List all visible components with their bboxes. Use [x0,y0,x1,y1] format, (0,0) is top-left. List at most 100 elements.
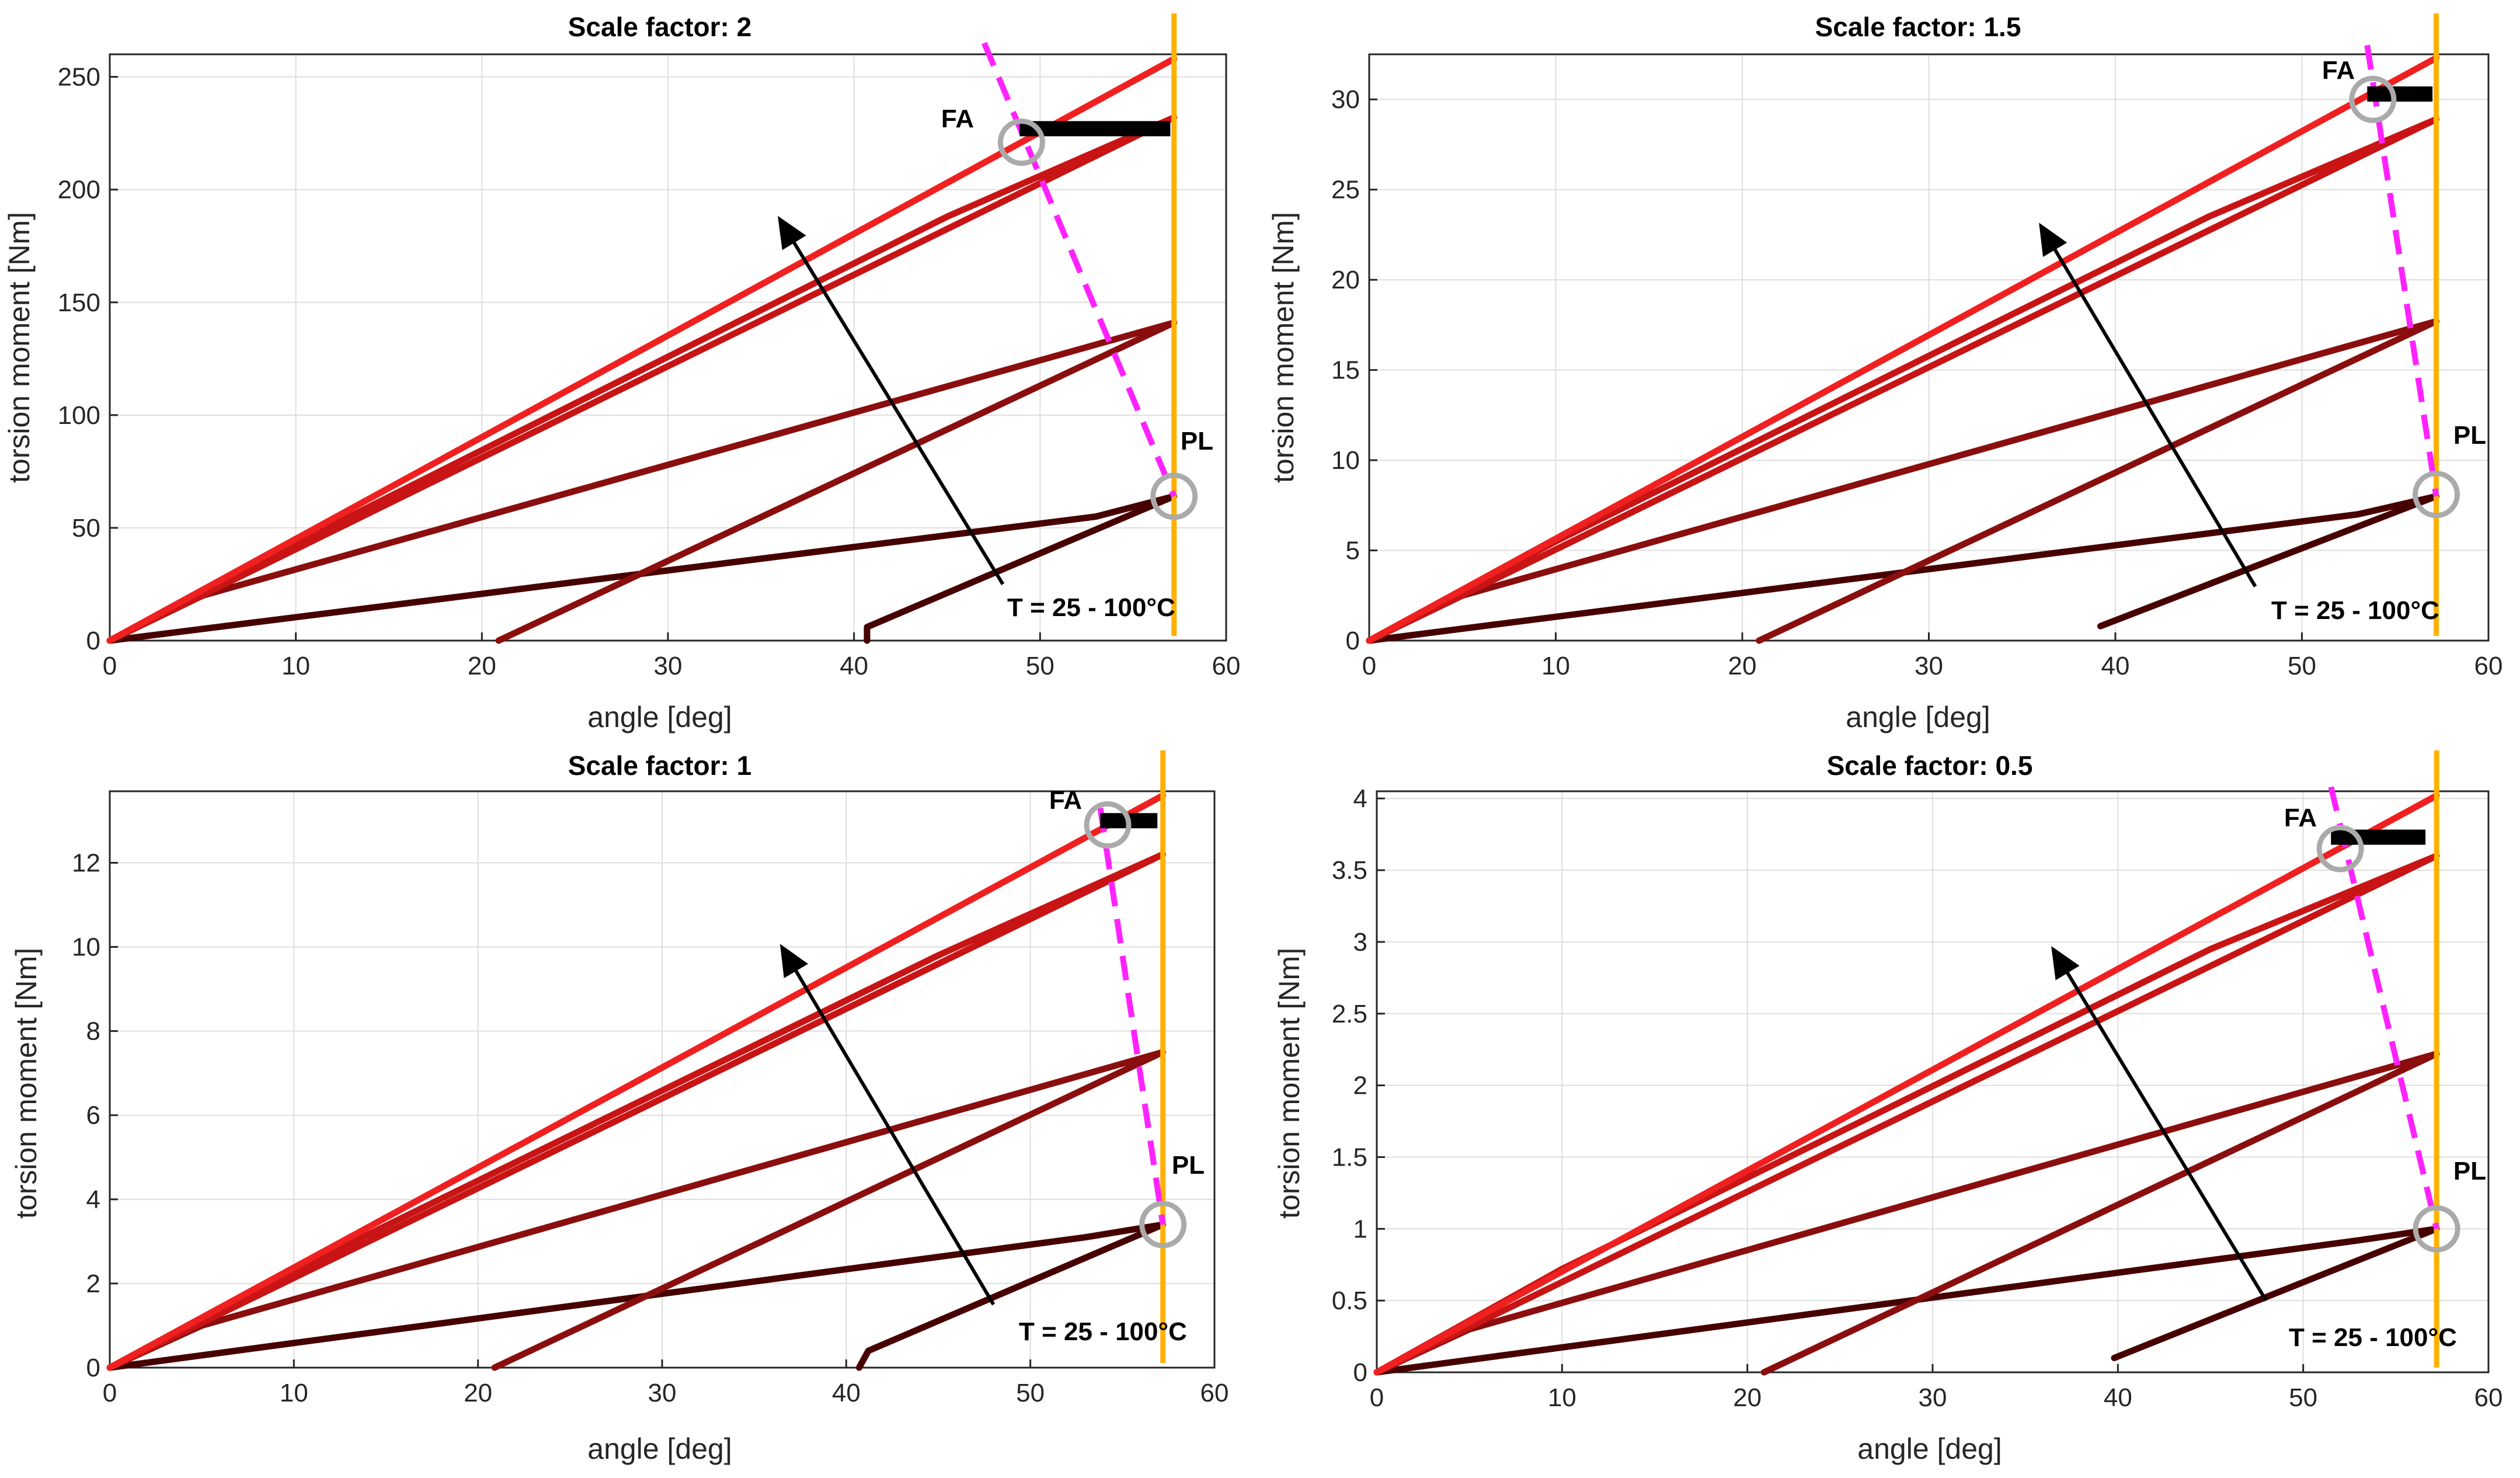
fa-marker [2316,825,2364,872]
x-tick-label: 10 [280,1379,308,1407]
y-axis-label: torsion moment [Nm] [3,212,36,483]
fa-pl-dashed-line [2328,786,2440,1230]
y-tick-label: 25 [1331,176,1360,204]
x-tick-label: 40 [832,1379,861,1407]
y-tick-label: 2 [1353,1072,1367,1100]
x-tick-label: 30 [1919,1383,1947,1412]
temperature-arrow [2039,222,2257,587]
pl-label: PL [1172,1151,1205,1180]
y-tick-label: 0 [1353,1358,1367,1387]
x-tick-label: 20 [464,1379,492,1407]
y-tick-label: 50 [72,514,100,542]
plot-area: 0 10 20 30 40 50 60 0 0.5 1 1.5 2 2.5 3 3.5 4 [1332,750,2502,1412]
y-tick-label: 10 [72,933,100,962]
x-tick-label: 50 [1016,1379,1045,1407]
x-tick-label: 60 [1212,652,1241,680]
x-tick-label: 30 [1915,652,1943,680]
x-tick-label: 30 [654,652,683,680]
y-tick-label: 2.5 [1332,1000,1367,1028]
x-tick-label: 40 [2104,1383,2132,1412]
x-tick-label: 50 [2289,1383,2317,1412]
axes-frame [109,790,1216,1369]
y-tick-label: 1.5 [1332,1143,1367,1171]
series-line-t4 [1366,493,2440,644]
x-tick-label: 0 [103,1379,117,1407]
temperature-label: T = 25 - 100°C [2271,596,2439,625]
fa-marker [1084,801,1132,849]
axes-frame [1368,53,2490,642]
x-tick-label: 0 [1362,652,1376,680]
x-tick-label: 10 [1541,652,1570,680]
y-tick-label: 150 [58,288,100,317]
pl-marker [2413,1205,2460,1253]
x-tick-label: 60 [1200,1379,1229,1407]
temperature-arrow [778,215,1005,586]
pl-label: PL [1181,427,1213,455]
temperature-label: T = 25 - 100°C [1019,1317,1187,1346]
chart-panel-scale-1: 0 10 20 30 40 50 60 0 2 4 6 8 10 12 Scale factor: 1 a… [10,750,1228,1465]
y-tick-label: 4 [1353,784,1367,813]
y-axis-label: torsion moment [Nm] [10,948,43,1219]
y-tick-label: 3 [1353,928,1367,957]
x-axis-label: angle [deg] [1857,1432,2002,1465]
temperature-arrow [779,944,996,1306]
x-tick-label: 10 [281,652,310,680]
fa-label: FA [1049,786,1082,815]
series-line-t1 [1366,54,2440,644]
y-tick-label: 200 [58,176,100,204]
y-tick-label: 250 [58,63,100,92]
chart-panel-scale-0-5: 0 10 20 30 40 50 60 0 0.5 1 1.5 2 2.5 3 3.5 4 Scale fac… [1273,750,2502,1465]
pl-label: PL [2453,1157,2486,1185]
plot-area: 0 10 20 30 40 50 60 0 5 10 15 20 25 30 [1331,13,2502,680]
y-tick-label: 6 [86,1101,100,1130]
series-line-t1 [106,55,1178,644]
x-tick-label: 10 [1548,1383,1576,1412]
chart-panel-scale-1-5: 0 10 20 30 40 50 60 0 5 10 15 20 25 30 Scale factor: … [1267,12,2502,733]
chart-title: Scale factor: 0.5 [1827,750,2033,781]
x-tick-label: 0 [103,652,117,680]
axes-frame [109,53,1227,642]
x-tick-label: 50 [2288,652,2316,680]
y-tick-label: 8 [86,1017,100,1046]
y-tick-label: 30 [1331,85,1360,114]
x-tick-label: 30 [648,1379,677,1407]
x-tick-label: 40 [840,652,868,680]
chart-title: Scale factor: 1 [568,750,751,781]
fa-label: FA [941,105,974,133]
y-tick-label: 100 [58,401,100,430]
x-tick-label: 20 [468,652,496,680]
series-line-t4 [1373,1225,2440,1376]
y-axis-label: torsion moment [Nm] [1273,948,1306,1219]
y-tick-label: 0.5 [1332,1286,1367,1315]
fa-marker [997,119,1045,166]
pl-marker [1150,472,1198,520]
fa-label: FA [2322,56,2355,85]
x-tick-label: 20 [1728,652,1757,680]
pl-marker [2413,471,2460,519]
y-tick-label: 0 [86,627,100,655]
pl-label: PL [2453,421,2486,450]
y-tick-label: 20 [1331,266,1360,294]
axes-frame [1376,790,2490,1373]
x-tick-label: 50 [1026,652,1054,680]
x-tick-label: 20 [1733,1383,1762,1412]
chart-panel-scale-2: 0 10 20 30 40 50 60 0 50 100 150 200 250 Scale facto… [3,12,1240,733]
x-axis-label: angle [deg] [587,701,732,733]
fa-label: FA [2284,804,2317,832]
y-tick-label: 2 [86,1270,100,1298]
y-tick-label: 10 [1331,446,1360,475]
y-tick-label: 0 [86,1354,100,1382]
temperature-label: T = 25 - 100°C [1007,593,1175,622]
chart-title: Scale factor: 2 [568,12,751,42]
series-line-t1 [1373,792,2440,1376]
y-tick-label: 0 [1346,627,1360,655]
y-tick-label: 3.5 [1332,856,1367,885]
x-tick-label: 0 [1370,1383,1384,1412]
plot-area: 0 10 20 30 40 50 60 0 50 100 150 200 250 [58,13,1241,680]
y-tick-label: 5 [1346,537,1360,565]
series-line-t1 [106,792,1167,1371]
x-axis-label: angle [deg] [587,1432,732,1465]
fa-pl-dashed-line [981,41,1177,498]
x-tick-label: 60 [2474,652,2503,680]
